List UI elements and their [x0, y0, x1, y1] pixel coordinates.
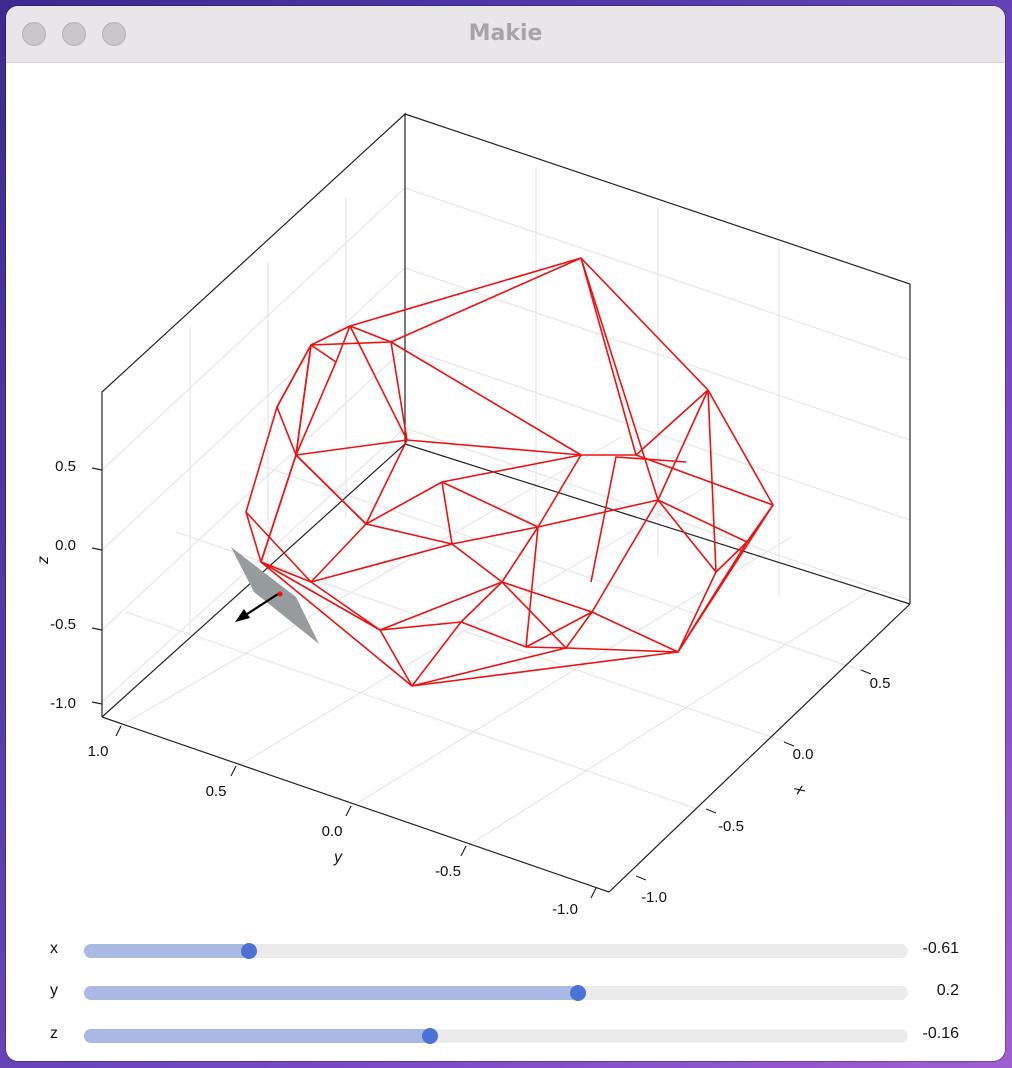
z-tick-label: 0.5	[55, 458, 76, 475]
y-tick-label: -1.0	[552, 901, 578, 918]
zoom-window-button[interactable]	[102, 22, 126, 46]
y-axis-label: y	[333, 849, 343, 866]
axis-frame	[101, 112, 911, 893]
x-slider-handle[interactable]	[240, 943, 257, 959]
z-slider[interactable]	[84, 1028, 908, 1044]
z-tick-label: 0.0	[55, 537, 76, 554]
x-tick-label: 0.0	[793, 746, 814, 763]
z-axis-label: z	[35, 556, 52, 565]
z-tick-label: -1.0	[50, 695, 76, 712]
close-window-button[interactable]	[22, 22, 46, 46]
x-tick-label: -1.0	[641, 889, 667, 906]
slider-label-x: x	[50, 940, 58, 957]
minimize-window-button[interactable]	[62, 22, 86, 46]
x-slider[interactable]	[84, 943, 908, 959]
y-slider[interactable]	[84, 985, 908, 1001]
y-tick-label: 1.0	[88, 743, 109, 760]
y-slider-fill	[84, 986, 579, 1000]
title-bar: Makie	[6, 6, 1005, 63]
wireframe-mesh	[245, 257, 774, 687]
y-tick-label: 0.5	[206, 783, 227, 800]
grid-lines	[101, 167, 911, 848]
x-tick-label: 0.5	[870, 675, 891, 692]
slider-label-z: z	[50, 1025, 58, 1042]
slider-row-y: y 0.2	[6, 978, 1005, 1008]
z-slider-handle[interactable]	[422, 1028, 439, 1044]
x-axis-label: x	[790, 781, 810, 798]
slider-row-x: x -0.61	[6, 936, 1005, 966]
x-tick-label: -0.5	[718, 818, 744, 835]
y-slider-value: 0.2	[936, 982, 959, 999]
y-tick-label: -0.5	[435, 863, 461, 880]
z-tick-label: -0.5	[50, 616, 76, 633]
z-slider-value: -0.16	[922, 1025, 959, 1042]
slider-row-z: z -0.16	[6, 1021, 1005, 1051]
z-slider-fill	[84, 1029, 431, 1043]
window-title: Makie	[468, 21, 543, 46]
x-slider-value: -0.61	[922, 940, 959, 957]
tick-marks	[91, 467, 872, 899]
y-tick-label: 0.0	[322, 823, 343, 840]
slider-label-y: y	[50, 982, 58, 999]
x-slider-fill	[84, 944, 249, 958]
y-slider-handle[interactable]	[570, 985, 587, 1001]
makie-window: Makie	[6, 6, 1005, 1061]
plane-normal-arrow[interactable]	[235, 591, 283, 623]
3d-axis-scene[interactable]: 0.5 0.0 -0.5 -1.0 z 1.0 0.5 0.0 -0.5 -1.…	[6, 62, 1005, 932]
